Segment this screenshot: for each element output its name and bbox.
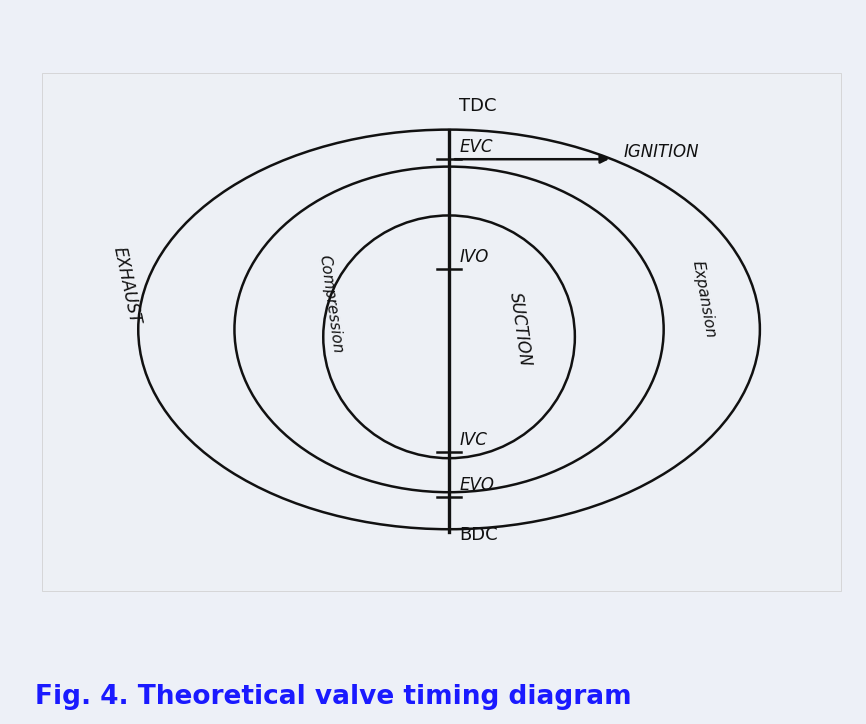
- Text: EXHAUST: EXHAUST: [109, 245, 144, 325]
- Text: TDC: TDC: [460, 97, 497, 115]
- Text: IGNITION: IGNITION: [624, 143, 699, 161]
- Text: Expansion: Expansion: [689, 260, 718, 340]
- Text: IVO: IVO: [460, 248, 488, 266]
- Text: Compression: Compression: [316, 254, 345, 355]
- Text: SUCTION: SUCTION: [506, 291, 534, 368]
- Text: BDC: BDC: [460, 526, 498, 544]
- Text: EVO: EVO: [460, 476, 494, 494]
- Text: Fig. 4. Theoretical valve timing diagram: Fig. 4. Theoretical valve timing diagram: [35, 683, 631, 710]
- Text: IVC: IVC: [460, 432, 488, 450]
- Text: EVC: EVC: [460, 138, 493, 156]
- FancyBboxPatch shape: [42, 73, 841, 592]
